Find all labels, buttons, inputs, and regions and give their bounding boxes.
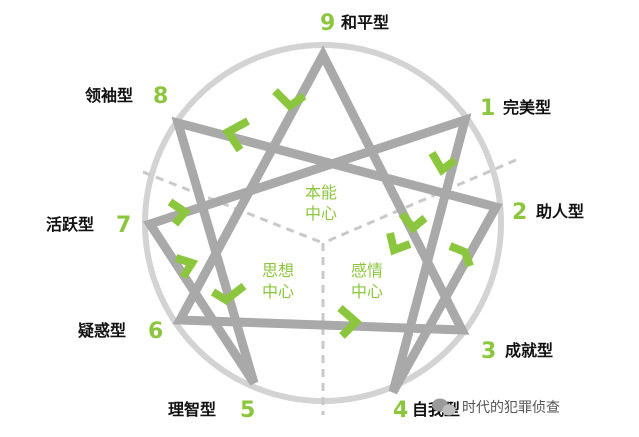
type-7-label: 活跃型 7 bbox=[46, 213, 131, 238]
type-name: 活跃型 bbox=[46, 215, 94, 234]
arrow-chevron bbox=[398, 211, 428, 234]
wechat-icon bbox=[432, 398, 456, 416]
arrow-chevron bbox=[174, 254, 199, 280]
type-number: 6 bbox=[148, 319, 163, 344]
type-5-label: 理智型 5 bbox=[168, 398, 255, 423]
watermark: 时代的犯罪侦查 bbox=[432, 398, 560, 416]
arrow-chevron bbox=[167, 198, 191, 227]
type-number: 5 bbox=[240, 398, 255, 423]
instinct-center-label-line2: 中心 bbox=[305, 204, 337, 223]
type-3-label: 3 成就型 bbox=[481, 339, 553, 364]
type-6-label: 疑惑型 6 bbox=[78, 319, 163, 344]
type-name: 完美型 bbox=[503, 98, 551, 117]
instinct-center-label-line1: 本能 bbox=[305, 183, 337, 202]
type-number: 8 bbox=[153, 84, 168, 109]
feeling-center-label-line2: 中心 bbox=[351, 282, 383, 301]
type-name: 领袖型 bbox=[85, 86, 133, 105]
type-name: 成就型 bbox=[505, 341, 553, 360]
thinking-center-label-line2: 中心 bbox=[262, 282, 294, 301]
type-name: 理智型 bbox=[168, 400, 216, 419]
arrow-chevron bbox=[428, 150, 458, 176]
type-number: 9 bbox=[320, 11, 335, 36]
direction-arrows bbox=[167, 88, 474, 339]
type-number: 7 bbox=[116, 213, 131, 238]
type-1-label: 1 完美型 bbox=[480, 96, 551, 121]
feeling-center-label-line1: 感情 bbox=[351, 261, 383, 280]
hexad-1-4-2-8-5-7 bbox=[143, 113, 503, 395]
divider-right bbox=[322, 158, 517, 245]
type-8-label: 领袖型 8 bbox=[85, 84, 168, 109]
type-9-label: 9 和平型 bbox=[320, 11, 389, 36]
type-name: 和平型 bbox=[341, 13, 389, 32]
arrow-chevron bbox=[386, 232, 412, 256]
arrow-chevron bbox=[272, 88, 307, 112]
type-number: 2 bbox=[512, 200, 527, 225]
type-number: 1 bbox=[480, 96, 495, 121]
thinking-center-label-line1: 思想 bbox=[262, 261, 294, 280]
type-name: 助人型 bbox=[536, 202, 584, 221]
arrow-chevron bbox=[210, 282, 247, 305]
arrow-chevron bbox=[337, 304, 362, 339]
arrow-chevron bbox=[222, 117, 250, 153]
divider-left bbox=[142, 170, 324, 245]
arrow-chevron bbox=[448, 242, 474, 268]
type-number: 3 bbox=[481, 339, 496, 364]
type-2-label: 2 助人型 bbox=[512, 200, 584, 225]
type-name: 疑惑型 bbox=[78, 321, 126, 340]
type-number: 4 bbox=[393, 398, 408, 423]
watermark-text: 时代的犯罪侦查 bbox=[462, 400, 560, 416]
